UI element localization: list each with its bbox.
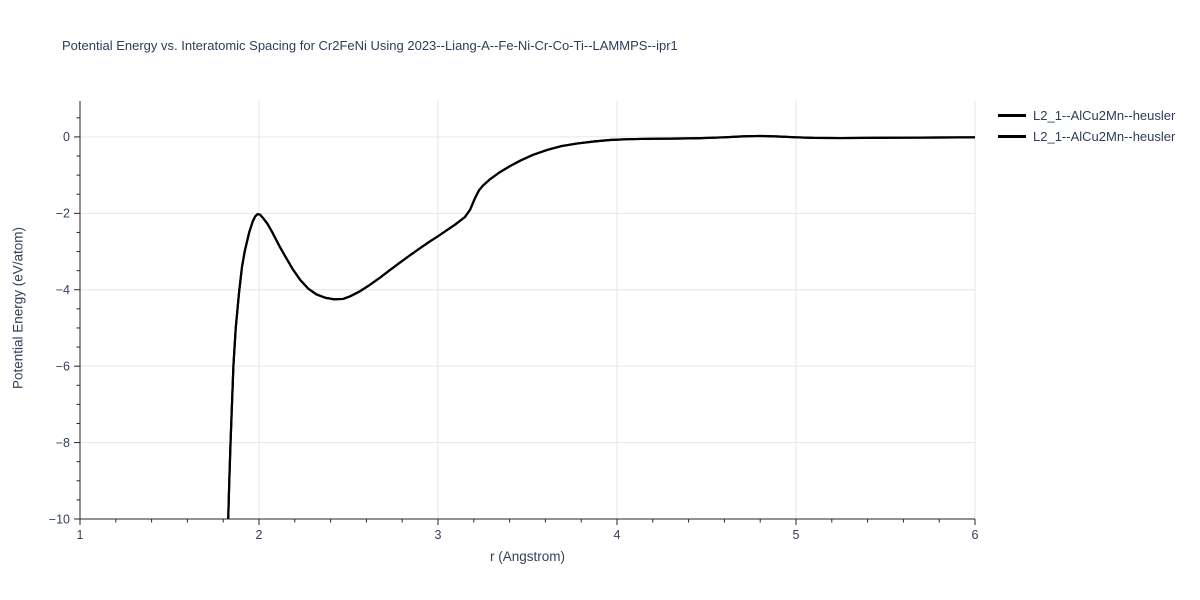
- x-tick-label: 6: [972, 528, 979, 542]
- y-tick-label: −6: [56, 359, 70, 373]
- x-tick-label: 2: [256, 528, 263, 542]
- y-tick-label: −2: [56, 207, 70, 221]
- legend-entry-label: L2_1--AlCu2Mn--heusler: [1033, 129, 1176, 144]
- x-tick-label: 5: [793, 528, 800, 542]
- y-tick-label: −4: [56, 283, 70, 297]
- series-line: [227, 134, 975, 519]
- legend-entry-label: L2_1--AlCu2Mn--heusler: [1033, 108, 1176, 123]
- x-tick-label: 3: [435, 528, 442, 542]
- legend-line-swatch: [998, 114, 1026, 117]
- legend-line-swatch: [998, 135, 1026, 138]
- legend-entry: L2_1--AlCu2Mn--heusler: [998, 105, 1175, 126]
- chart-title: Potential Energy vs. Interatomic Spacing…: [62, 38, 678, 53]
- x-tick-label: 1: [77, 528, 84, 542]
- y-axis-label: Potential Energy (eV/atom): [10, 226, 26, 390]
- x-tick-label: 4: [614, 528, 621, 542]
- x-axis-label: r (Angstrom): [489, 549, 565, 564]
- series-line: [227, 134, 975, 519]
- legend-entry: L2_1--AlCu2Mn--heusler: [998, 126, 1175, 147]
- y-tick-label: −8: [56, 436, 70, 450]
- legend: L2_1--AlCu2Mn--heusler L2_1--AlCu2Mn--he…: [998, 105, 1175, 147]
- y-tick-label: −10: [49, 512, 70, 526]
- y-tick-label: 0: [63, 130, 70, 144]
